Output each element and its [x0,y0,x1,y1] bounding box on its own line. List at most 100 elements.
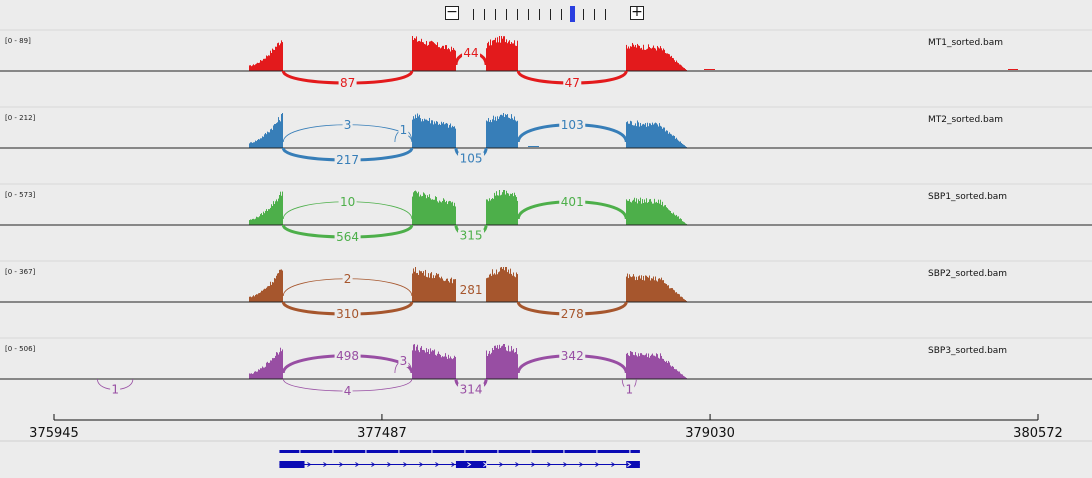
coverage-bar [269,285,270,302]
coverage-bar [660,46,661,71]
zoom-level-tick[interactable] [561,9,562,20]
coverage-bar [259,216,260,225]
coverage-bar [431,40,432,71]
coverage-bar [452,125,453,148]
coverage-bar [280,347,281,379]
coverage-bar [644,124,645,148]
coverage-bar [255,218,256,225]
coverage-bar [496,191,497,225]
coverage-bar [676,214,677,225]
coverage-bar [429,353,430,379]
coverage-bar [491,199,492,225]
zoom-level-tick[interactable] [594,9,595,20]
coverage-bar [509,195,510,225]
zoom-level-tick[interactable] [528,9,529,20]
coverage-bar [512,275,513,302]
coverage-bar [649,123,650,148]
zoom-level-tick[interactable] [495,9,496,20]
track-name[interactable]: SBP3_sorted.bam [928,346,1007,356]
zoom-level-tick[interactable] [506,9,507,20]
coverage-bar [673,366,674,379]
junction-count-label: 342 [561,349,584,363]
junction-count-label: 87 [340,76,355,90]
coverage-bar [667,53,668,71]
zoom-level-tick[interactable] [583,9,584,20]
transcript-bar[interactable] [279,450,640,453]
coverage-bar [265,288,266,302]
coverage-bar [505,194,506,225]
coverage-bar [662,358,663,379]
coverage-bar [451,277,452,302]
coverage-bar [672,288,673,302]
ruler-tick-label: 375945 [29,426,79,441]
zoom-level-tick[interactable] [550,9,551,20]
strand-arrow [323,462,328,467]
coverage-bar [417,344,418,379]
coverage-bar [268,55,269,71]
coverage-bar [258,139,259,148]
track-name[interactable]: MT1_sorted.bam [928,38,1003,48]
coverage-bar [632,352,633,379]
coverage-bar [497,116,498,148]
coverage-bar [440,354,441,379]
zoom-level-tick[interactable] [473,9,474,20]
coverage-bar [431,272,432,302]
track-name[interactable]: SBP1_sorted.bam [928,192,1007,202]
coverage-bar [439,353,440,379]
coverage-bar [254,219,255,225]
coverage-bar [427,120,428,148]
coverage-bar [438,351,439,379]
coverage-bar [442,278,443,302]
coverage-bar [628,123,629,148]
zoom-level-tick[interactable] [539,9,540,20]
coverage-bar [258,63,259,71]
exon-block[interactable] [279,461,305,468]
coverage-bar [279,195,280,225]
zoom-out-button[interactable]: − [445,4,459,20]
zoom-level-tick[interactable] [484,9,485,20]
coverage-bar [644,355,645,379]
coverage-bar [630,120,631,148]
coverage-bar [666,130,667,148]
coverage-bar [631,202,632,225]
coverage-bar [684,145,685,148]
coverage-bar [668,285,669,302]
gene-model[interactable] [279,450,640,468]
coverage-bar [439,47,440,71]
coverage-bar [642,49,643,71]
track-name[interactable]: MT2_sorted.bam [928,115,1003,125]
zoom-level-tick[interactable] [605,9,606,20]
coverage-bar [497,37,498,71]
coverage-bar [421,121,422,148]
coverage-bar [665,131,666,148]
coverage-bar [281,351,282,379]
zoom-level-current[interactable] [570,6,575,22]
coverage-bar [417,41,418,71]
coverage-bar [414,191,415,225]
coverage-bar [685,300,686,302]
strand-arrow [403,462,408,467]
track-name[interactable]: SBP2_sorted.bam [928,269,1007,279]
coverage-bar [646,275,647,302]
coverage-bar [643,275,644,302]
zoom-in-button[interactable]: + [630,4,644,20]
coverage-bar [504,344,505,379]
coverage-bar [646,49,647,71]
coverage-bar [437,121,438,148]
coverage-bar [504,270,505,302]
zoom-level-slider[interactable] [445,5,650,24]
coverage-bar [261,138,262,148]
coverage-bar [501,267,502,302]
coverage-bar [508,193,509,225]
coverage-bar [420,41,421,71]
zoom-level-tick[interactable] [517,9,518,20]
coverage-bar [657,45,658,71]
coverage-bar [669,210,670,225]
coverage-bar [638,199,639,225]
coverage-bar [685,223,686,225]
coverage-bar [495,37,496,71]
coverage-bar [636,198,637,225]
coverage-bar [435,196,436,225]
exon-block[interactable] [626,461,640,468]
coverage-bar [270,207,271,225]
